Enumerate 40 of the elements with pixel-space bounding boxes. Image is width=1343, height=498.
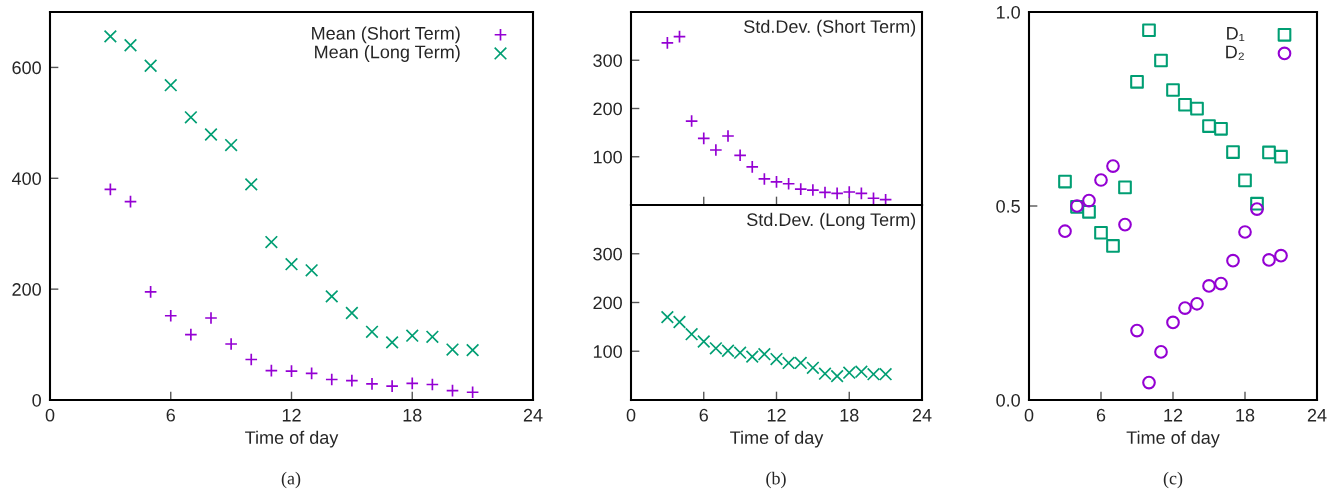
x-tick-label: 18 <box>403 408 422 422</box>
y-tick-label: 100 <box>593 345 622 358</box>
y-tick-label: 0.5 <box>996 199 1020 213</box>
x-tick-label: 0 <box>45 408 55 422</box>
text: (c) <box>1163 471 1183 489</box>
y-tick-label: 600 <box>12 61 41 75</box>
chart-title: Std.Dev. (Short Term) <box>744 19 916 37</box>
legend-label: D₂ <box>1226 45 1244 60</box>
y-tick-label: 0 <box>32 393 41 407</box>
x-tick-label: 24 <box>912 408 932 422</box>
y-tick-label: 200 <box>593 102 622 116</box>
y-tick-label: 1.0 <box>996 5 1020 19</box>
y-tick-label: 200 <box>12 283 41 296</box>
x-tick-label: 6 <box>166 408 175 422</box>
x-tick-label: 0 <box>1024 408 1034 422</box>
x-tick-label: 6 <box>1096 408 1106 422</box>
x-tick-label: 24 <box>523 408 543 422</box>
legend-label: Mean (Short Term) <box>312 26 460 44</box>
y-tick-label: 100 <box>593 150 622 164</box>
x-tick-label: 18 <box>1236 408 1255 422</box>
x-axis-title: Time of day <box>245 430 339 448</box>
x-tick-label: 0 <box>626 408 636 422</box>
x-tick-label: 12 <box>1164 408 1183 422</box>
y-tick-label: 300 <box>593 247 622 261</box>
y-tick-label: 0.0 <box>996 393 1020 407</box>
x-tick-label: 6 <box>699 408 708 422</box>
x-tick-label: 12 <box>767 408 786 422</box>
x-tick-label: 18 <box>840 408 859 422</box>
x-axis-title: Time of day <box>1126 430 1220 448</box>
x-axis-title: Time of day <box>730 430 824 448</box>
text: (b) <box>766 471 786 489</box>
x-tick-label: 24 <box>1307 408 1327 422</box>
y-tick-label: 200 <box>593 296 622 310</box>
y-tick-label: 300 <box>593 54 622 67</box>
text: (a) <box>281 471 301 489</box>
chart-title: Std.Dev. (Long Term) <box>747 212 916 230</box>
legend-label: Mean (Long Term) <box>315 45 460 62</box>
y-tick-label: 400 <box>11 172 41 186</box>
x-tick-label: 12 <box>282 408 301 422</box>
legend-label: D₁ <box>1227 27 1245 42</box>
